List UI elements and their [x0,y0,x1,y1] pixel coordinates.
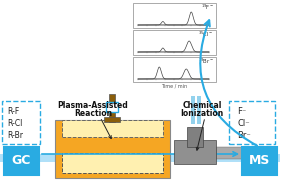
Text: $^{19}$F$^-$: $^{19}$F$^-$ [201,2,214,12]
Bar [197,96,201,124]
Bar [133,3,216,28]
Bar [133,57,216,82]
Bar [0,154,280,158]
FancyBboxPatch shape [62,153,163,173]
Text: R-Cl: R-Cl [7,119,22,128]
Text: Ionization: Ionization [180,108,224,118]
Bar [133,30,216,55]
Bar [104,117,120,122]
Text: $^{35}$Cl$^-$: $^{35}$Cl$^-$ [198,29,214,39]
Bar [2,101,40,144]
Bar [0,158,280,162]
Text: Br⁻: Br⁻ [237,130,251,139]
Bar [109,94,115,122]
Bar [229,101,275,144]
Bar [242,147,277,175]
Bar [4,147,39,175]
Text: R-F: R-F [7,106,19,115]
Text: Chemical: Chemical [182,101,222,111]
Bar [191,96,195,124]
Text: $^{79}$Br$^-$: $^{79}$Br$^-$ [198,56,214,66]
Bar [187,127,203,147]
Text: MS: MS [249,154,270,167]
Text: Cl⁻: Cl⁻ [237,119,250,128]
Bar [216,147,246,159]
Text: Reaction: Reaction [74,108,112,118]
Bar [106,102,118,112]
Text: GC: GC [12,154,31,167]
Text: F⁻: F⁻ [237,106,246,115]
Text: R-Br: R-Br [7,130,23,139]
FancyBboxPatch shape [62,120,163,137]
Text: Time / min: Time / min [162,84,187,89]
Bar [174,140,216,164]
Bar [55,120,170,178]
Text: Plasma-Assisted: Plasma-Assisted [58,101,128,111]
